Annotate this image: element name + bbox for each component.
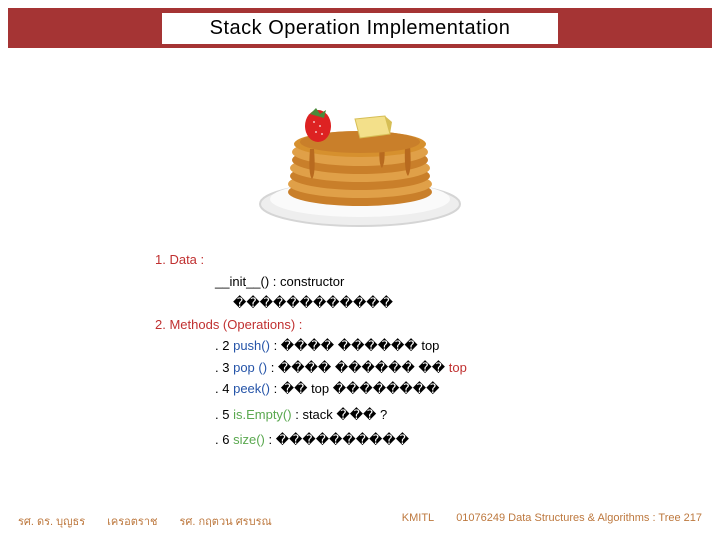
content-block: 1. Data : __init__() : constructor �����… [155, 250, 655, 452]
m6-name: size() [233, 432, 265, 447]
m2-name: push() [233, 338, 270, 353]
footer-author3: รศ. กฤตวน ศรบรณ [179, 512, 271, 530]
pancake-illustration [250, 64, 470, 234]
footer-org: KMITL [402, 512, 434, 530]
m5-desc: : stack ��� ? [295, 407, 387, 422]
footer-course: 01076249 Data Structures & Algorithms : … [456, 512, 702, 530]
m5-name: is.Empty() [233, 407, 292, 422]
m3-num: . 3 [215, 360, 229, 375]
footer-author2: เครอตราช [107, 512, 157, 530]
m5-num: . 5 [215, 407, 229, 422]
init-placeholder: ������������ [155, 293, 655, 313]
init-line: __init__() : constructor [155, 272, 655, 292]
data-heading: 1. Data : [155, 252, 204, 267]
m3-name: pop () [233, 360, 267, 375]
page-title: Stack Operation Implementation [162, 13, 559, 44]
m6-desc: : ���������� [269, 432, 410, 447]
m2-desc: : ���� ������ top [274, 338, 440, 353]
methods-heading: 2. Methods (Operations) : [155, 317, 302, 332]
m6-num: . 6 [215, 432, 229, 447]
footer: รศ. ดร. บุญธร เครอตราช รศ. กฤตวน ศรบรณ K… [18, 512, 702, 530]
title-bar: Stack Operation Implementation [8, 8, 712, 48]
m3-desc: : ���� ������ �� [271, 360, 445, 375]
m4-desc: : �� top �������� [274, 381, 440, 396]
m3-top: top [449, 360, 467, 375]
m2-num: . 2 [215, 338, 229, 353]
footer-author1: รศ. ดร. บุญธร [18, 512, 85, 530]
m4-num: . 4 [215, 381, 229, 396]
m4-name: peek() [233, 381, 270, 396]
